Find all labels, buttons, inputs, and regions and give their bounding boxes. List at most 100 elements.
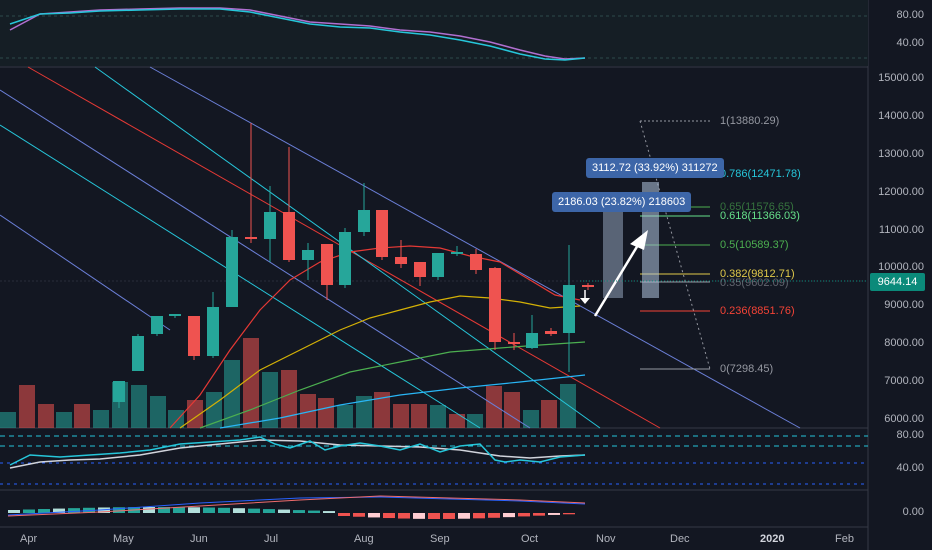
macd-bar	[488, 513, 500, 518]
candle-body	[188, 316, 200, 356]
macd-bar	[563, 513, 575, 515]
axis-label: 14000.00	[878, 110, 924, 122]
macd-bar	[368, 513, 380, 518]
macd-bar	[8, 510, 20, 513]
axis-label: 12000.00	[878, 186, 924, 198]
macd-bar	[548, 513, 560, 515]
fib-label: 0.35(9602.09)	[720, 277, 789, 289]
axis-label: 13000.00	[878, 148, 924, 160]
macd-bar	[203, 507, 215, 513]
axis-label: 80.00	[896, 429, 924, 441]
macd-bar	[173, 507, 185, 513]
candle-body	[245, 237, 257, 239]
macd-bar	[503, 513, 515, 518]
candle-body	[395, 257, 407, 264]
macd-bar	[533, 513, 545, 516]
macd-bar	[233, 508, 245, 513]
candle-body	[526, 333, 538, 348]
time-label: May	[113, 533, 134, 545]
axis-label: 7000.00	[884, 375, 924, 387]
candle-body	[339, 232, 351, 285]
measure-callout-lower: 2186.03 (23.82%) 218603	[552, 192, 692, 212]
macd-bar	[323, 511, 335, 513]
volume-bars	[0, 338, 576, 428]
time-label: Aug	[354, 533, 374, 545]
time-label: Nov	[596, 533, 616, 545]
ma-yellow	[179, 295, 581, 429]
macd-bar	[383, 513, 395, 519]
top-osc-line-cyan	[9, 8, 586, 61]
candle-body	[113, 381, 125, 402]
candle-body	[470, 254, 482, 270]
axis-label: 9000.00	[884, 299, 924, 311]
candle-body	[508, 342, 520, 344]
candle-body	[321, 244, 333, 285]
fib-label: 0.786(12471.78)	[720, 168, 801, 180]
candle-body	[432, 253, 444, 277]
measure-callout-upper: 3112.72 (33.92%) 311272	[586, 158, 724, 178]
candle-body	[563, 285, 575, 333]
macd-bar	[158, 507, 170, 513]
macd-bar	[38, 509, 50, 513]
candle-body	[358, 210, 370, 232]
axis-label: 10000.00	[878, 261, 924, 273]
macd-bar	[188, 507, 200, 513]
top-osc-line-purple	[9, 7, 586, 60]
fib-label: 0.618(11366.03)	[720, 210, 800, 222]
macd-bar	[353, 513, 365, 517]
axis-label: 40.00	[896, 37, 924, 49]
axis-label: 80.00	[896, 9, 924, 21]
time-label: Oct	[521, 533, 539, 545]
axis-label: 40.00	[896, 462, 924, 474]
candle-body	[207, 307, 219, 356]
candles	[113, 123, 594, 408]
macd-bar	[218, 507, 230, 513]
axis-label: 15000.00	[878, 72, 924, 84]
macd-bar	[443, 513, 455, 519]
macd-signal-line	[7, 495, 586, 517]
candle-body	[545, 331, 557, 334]
time-label: Apr	[20, 533, 38, 545]
candle-body	[151, 316, 163, 334]
time-label: Feb	[835, 533, 854, 545]
candle-body	[169, 314, 181, 316]
rsi-panel	[0, 435, 868, 485]
fib-label: 0.5(10589.37)	[720, 239, 789, 251]
current-price-badge: 9644.14	[870, 273, 925, 291]
axis-label: 0.00	[902, 506, 924, 518]
time-label: Sep	[430, 533, 450, 545]
candle-body	[264, 212, 276, 239]
time-label: Jun	[190, 533, 208, 545]
macd-bar	[458, 513, 470, 519]
time-label: Jul	[264, 533, 279, 545]
macd-bar	[143, 507, 155, 513]
macd-bar	[518, 513, 530, 517]
axis-label: 8000.00	[884, 337, 924, 349]
candle-body	[451, 252, 463, 254]
macd-bar	[53, 508, 65, 513]
ma-blue	[219, 374, 586, 429]
fib-label: 1(13880.29)	[720, 115, 780, 127]
macd-panel	[7, 495, 586, 519]
time-label: Dec	[670, 533, 690, 545]
projection-arrow	[593, 230, 648, 317]
candle-body	[489, 268, 501, 342]
macd-bar	[68, 508, 80, 513]
macd-bar	[308, 510, 320, 513]
macd-bar	[113, 507, 125, 513]
macd-bar	[338, 513, 350, 516]
macd-bar	[413, 513, 425, 519]
macd-bar	[263, 509, 275, 513]
macd-bar	[398, 513, 410, 519]
fib-label: 0.65(11576.65)	[720, 201, 794, 213]
down-arrow-icon	[580, 290, 590, 304]
macd-bar	[278, 509, 290, 513]
candle-body	[226, 237, 238, 307]
candle-body	[302, 250, 314, 260]
candle-body	[582, 285, 594, 287]
fib-label: 0(7298.45)	[720, 363, 774, 375]
axis-label: 11000.00	[878, 224, 924, 236]
axis-label: 6000.00	[884, 413, 924, 425]
macd-bar	[248, 508, 260, 513]
top-oscillator-panel	[0, 0, 868, 66]
